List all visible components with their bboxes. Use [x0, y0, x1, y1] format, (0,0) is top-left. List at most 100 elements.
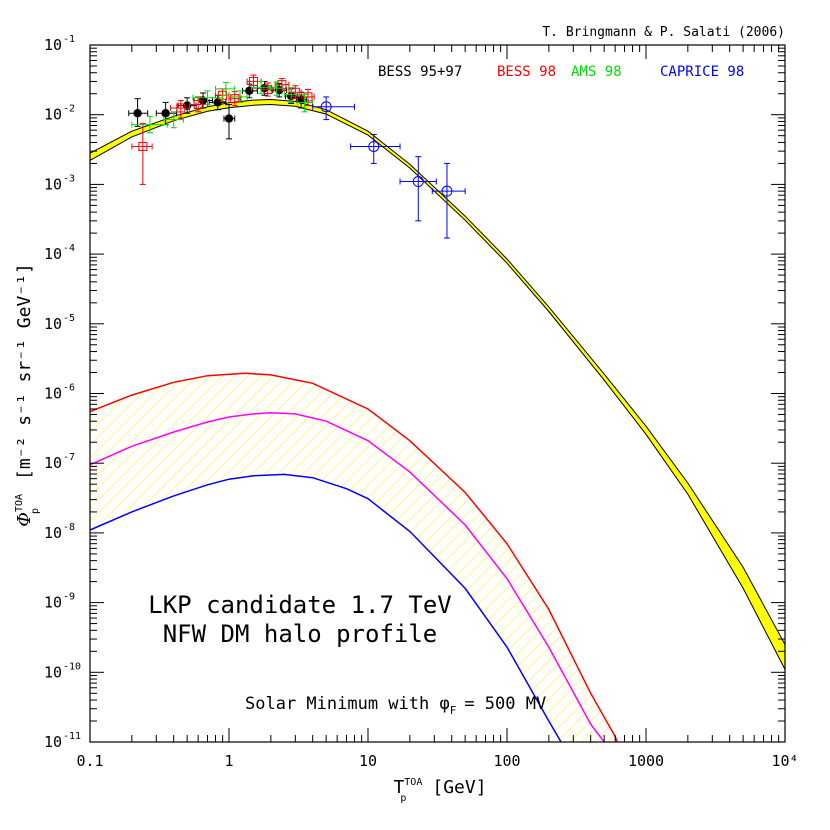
data-point — [312, 96, 356, 121]
data-point — [283, 87, 300, 103]
annotation-nfw: NFW DM halo profile — [163, 620, 438, 648]
data-point — [131, 115, 168, 134]
marker-open-circle — [320, 101, 332, 113]
y-axis-label: ΦTOA p [m⁻² s⁻¹ sr⁻¹ GeV⁻¹] — [14, 263, 41, 527]
x-axis-label-sub: p — [400, 793, 406, 804]
y-tick-label: 10 — [44, 454, 62, 472]
data-set-ams-98 — [131, 80, 314, 134]
background-band-upper-edge — [90, 98, 785, 645]
legend-caprice-98: CAPRICE 98 — [660, 64, 744, 80]
x-axis-label: TTOA p [GeV] — [393, 777, 486, 804]
marker-open-square — [263, 84, 273, 94]
data-set-bess-95-97 — [128, 80, 307, 140]
legend-bess-9597: BESS 95+97 — [378, 64, 462, 80]
signal-curve-red — [90, 372, 618, 742]
data-point — [268, 81, 284, 96]
legend-bess-98: BESS 98 — [497, 64, 556, 80]
annotation-solar-text: Solar Minimum with φ — [245, 694, 450, 714]
x-tick-label: 1 — [224, 752, 233, 770]
signal-band-hatch — [90, 373, 618, 742]
plot-area — [90, 74, 785, 742]
y-axis-label-base: Φ — [14, 512, 35, 527]
marker-filled-circle — [198, 96, 208, 105]
y-tick-exponent: -1 — [63, 34, 75, 45]
marker-open-square — [230, 94, 240, 104]
marker-open-square — [193, 100, 203, 110]
y-tick-exponent: -3 — [63, 173, 75, 184]
axis-ticks: 0.1 1 10 100 1000 10⁴10-1110-1010-910-810-710… — [44, 34, 799, 770]
marker-open-square — [176, 103, 186, 113]
y-tick-label: 10 — [44, 175, 62, 193]
y-tick-label: 10 — [44, 594, 62, 612]
x-axis-label-unit: [GeV] — [432, 777, 486, 798]
data-point — [431, 162, 466, 239]
x-tick-label: 10⁴ — [771, 752, 798, 770]
y-axis-label-unit: [m⁻² s⁻¹ sr⁻¹ GeV⁻¹] — [14, 263, 35, 480]
credit-label: T. Bringmann & P. Salati (2006) — [542, 25, 785, 40]
x-axis-label-super: TOA — [404, 777, 422, 788]
data-point — [246, 74, 262, 89]
marker-filled-circle — [133, 109, 142, 118]
y-tick-label: 10 — [44, 36, 62, 54]
data-point — [131, 122, 153, 185]
legend-ams-98: AMS 98 — [571, 64, 622, 80]
data-point — [231, 90, 248, 103]
data-point — [192, 90, 224, 106]
marker-filled-circle — [224, 114, 234, 123]
data-point — [350, 133, 401, 164]
data-set-caprice-98 — [312, 96, 466, 239]
x-tick-label: 1000 — [628, 752, 664, 770]
y-tick-label: 10 — [44, 733, 62, 751]
marker-open-square — [303, 92, 313, 102]
y-tick-exponent: -8 — [63, 522, 75, 533]
marker-open-square — [138, 141, 148, 151]
signal-curve-blue — [90, 473, 562, 742]
marker-open-square — [248, 76, 258, 86]
y-tick-exponent: -11 — [63, 731, 81, 742]
y-tick-label: 10 — [44, 106, 62, 124]
marker-filled-circle — [161, 109, 170, 118]
x-tick-label: 0.1 — [76, 752, 103, 770]
annotation-solar: Solar Minimum with φF = 500 MV — [245, 694, 546, 717]
y-tick-exponent: -6 — [63, 383, 75, 394]
y-tick-exponent: -2 — [63, 104, 75, 115]
y-tick-exponent: -4 — [63, 243, 75, 254]
marker-filled-circle — [182, 101, 192, 110]
data-point — [250, 80, 272, 95]
data-point — [189, 96, 208, 113]
data-point — [301, 88, 315, 107]
y-tick-label: 10 — [44, 315, 62, 333]
marker-open-circle — [441, 185, 453, 197]
y-tick-exponent: -5 — [63, 313, 75, 324]
annotation-lkp: LKP candidate 1.7 TeV — [148, 591, 451, 619]
data-point — [215, 81, 236, 96]
y-tick-label: 10 — [44, 663, 62, 681]
marker-filled-circle — [213, 98, 222, 107]
data-point — [241, 83, 258, 99]
y-tick-exponent: -9 — [63, 592, 75, 603]
signal-curve-magenta — [90, 411, 606, 742]
data-point — [399, 156, 437, 222]
y-tick-label: 10 — [44, 245, 62, 263]
y-axis-label-super: TOA — [14, 494, 25, 512]
x-tick-label: 100 — [493, 752, 520, 770]
marker-open-circle — [412, 176, 424, 188]
data-point — [223, 104, 236, 140]
data-point — [170, 99, 191, 119]
data-point — [128, 98, 149, 127]
background-band-lower-edge — [90, 103, 785, 670]
x-tick-label: 10 — [359, 752, 377, 770]
y-tick-label: 10 — [44, 524, 62, 542]
data-point — [274, 78, 290, 92]
annotation-solar-value: = 500 MV — [464, 694, 546, 714]
y-tick-label: 10 — [44, 385, 62, 403]
y-tick-exponent: -7 — [63, 452, 75, 463]
data-point — [163, 111, 184, 129]
y-axis-label-sub: p — [30, 508, 41, 514]
annotation-solar-sub: F — [450, 704, 457, 717]
marker-open-circle — [368, 140, 380, 152]
marker-filled-circle — [260, 83, 269, 93]
x-axis-label-base: T — [393, 777, 404, 798]
y-tick-exponent: -10 — [63, 661, 81, 672]
